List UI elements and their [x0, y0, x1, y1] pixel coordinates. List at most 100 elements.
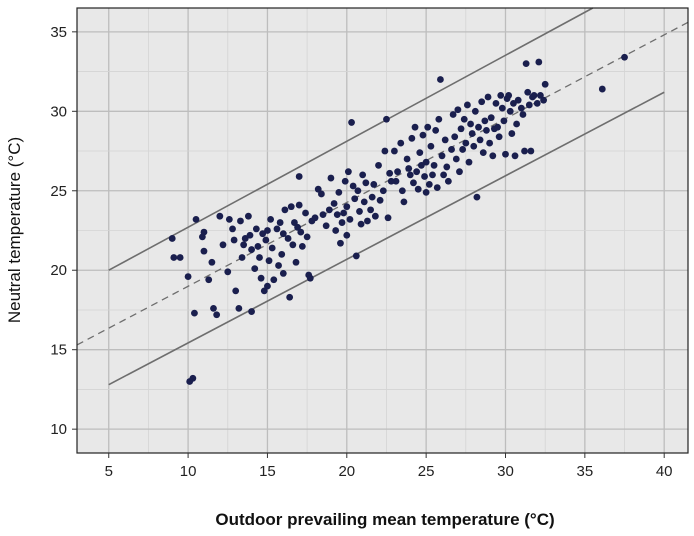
data-point	[410, 179, 417, 187]
data-point	[229, 225, 236, 233]
data-point	[506, 107, 514, 115]
data-point	[454, 106, 462, 114]
data-point	[191, 309, 198, 317]
data-point	[216, 212, 224, 220]
data-point	[348, 119, 355, 126]
data-point	[319, 211, 327, 219]
data-point	[252, 225, 260, 233]
data-point	[246, 231, 254, 239]
data-point	[448, 146, 455, 153]
y-axis-ticks: 10 15 20 25 30 35	[50, 24, 77, 438]
comfort-band-line	[108, 91, 665, 386]
data-point	[443, 163, 451, 171]
data-point	[479, 149, 487, 157]
data-point	[457, 125, 465, 133]
reference-lines	[76, 7, 689, 386]
data-point	[371, 212, 379, 220]
data-point	[387, 177, 395, 185]
data-point	[297, 228, 305, 236]
y-axis-title: Neutral temperature (°C)	[5, 137, 24, 323]
data-point	[414, 185, 422, 193]
data-point	[338, 219, 346, 226]
data-point	[360, 198, 368, 206]
data-point	[502, 150, 509, 158]
data-point	[286, 293, 294, 301]
x-tick-label: 40	[656, 463, 673, 480]
data-point	[438, 152, 446, 160]
data-point	[208, 258, 216, 266]
data-point	[425, 181, 433, 188]
data-point	[484, 93, 492, 101]
data-point	[525, 101, 533, 109]
data-point	[232, 287, 240, 295]
data-point	[524, 88, 532, 96]
data-point	[379, 187, 387, 195]
y-tick-label: 20	[50, 262, 67, 279]
data-point	[440, 171, 447, 179]
data-point	[230, 236, 238, 244]
data-point	[332, 227, 340, 234]
data-point	[400, 198, 408, 206]
y-tick-label: 15	[50, 342, 67, 359]
data-point	[354, 187, 362, 195]
data-point	[430, 161, 438, 169]
data-point	[205, 276, 213, 284]
data-point	[254, 242, 262, 250]
data-point	[264, 227, 271, 234]
data-point	[343, 203, 351, 211]
y-tick-label: 30	[50, 103, 67, 120]
data-point	[521, 147, 528, 155]
data-point	[495, 133, 503, 141]
data-point	[210, 304, 217, 312]
data-point	[522, 60, 530, 68]
data-point	[433, 184, 441, 191]
data-point	[370, 181, 378, 188]
data-point	[540, 96, 547, 104]
data-point	[489, 152, 497, 160]
data-point	[362, 179, 370, 187]
data-point	[413, 168, 421, 176]
data-point	[375, 161, 382, 169]
data-point	[327, 174, 335, 182]
data-point	[264, 282, 271, 290]
data-point	[441, 136, 449, 144]
data-point	[260, 287, 268, 295]
data-point	[437, 76, 444, 83]
data-point	[213, 311, 221, 319]
x-tick-label: 30	[497, 463, 514, 480]
data-point	[256, 254, 263, 261]
data-point	[235, 304, 243, 312]
data-point	[527, 147, 535, 155]
x-tick-label: 5	[105, 463, 113, 480]
x-tick-label: 10	[180, 463, 197, 480]
y-tick-label: 35	[50, 24, 67, 41]
data-point	[192, 215, 200, 223]
data-point	[465, 158, 473, 166]
data-point	[248, 308, 255, 315]
data-point	[176, 254, 184, 261]
data-point	[335, 188, 343, 196]
data-point	[278, 250, 286, 258]
y-tick-label: 10	[50, 421, 67, 438]
data-point	[498, 104, 506, 112]
data-point	[314, 185, 322, 193]
data-point	[368, 193, 376, 201]
data-point	[287, 203, 295, 211]
data-point	[276, 219, 284, 226]
data-point	[397, 139, 405, 147]
data-point	[257, 274, 265, 282]
data-point	[325, 206, 333, 214]
data-point	[359, 171, 367, 179]
data-point	[505, 92, 513, 99]
data-point	[464, 101, 471, 109]
data-point	[251, 265, 259, 273]
x-tick-label: 20	[338, 463, 355, 480]
data-points	[168, 53, 628, 385]
data-point	[298, 242, 306, 250]
data-point	[265, 257, 273, 265]
data-point	[449, 111, 457, 118]
data-point	[476, 136, 484, 144]
data-point	[330, 200, 338, 207]
data-point	[444, 177, 452, 185]
data-point	[411, 123, 419, 131]
